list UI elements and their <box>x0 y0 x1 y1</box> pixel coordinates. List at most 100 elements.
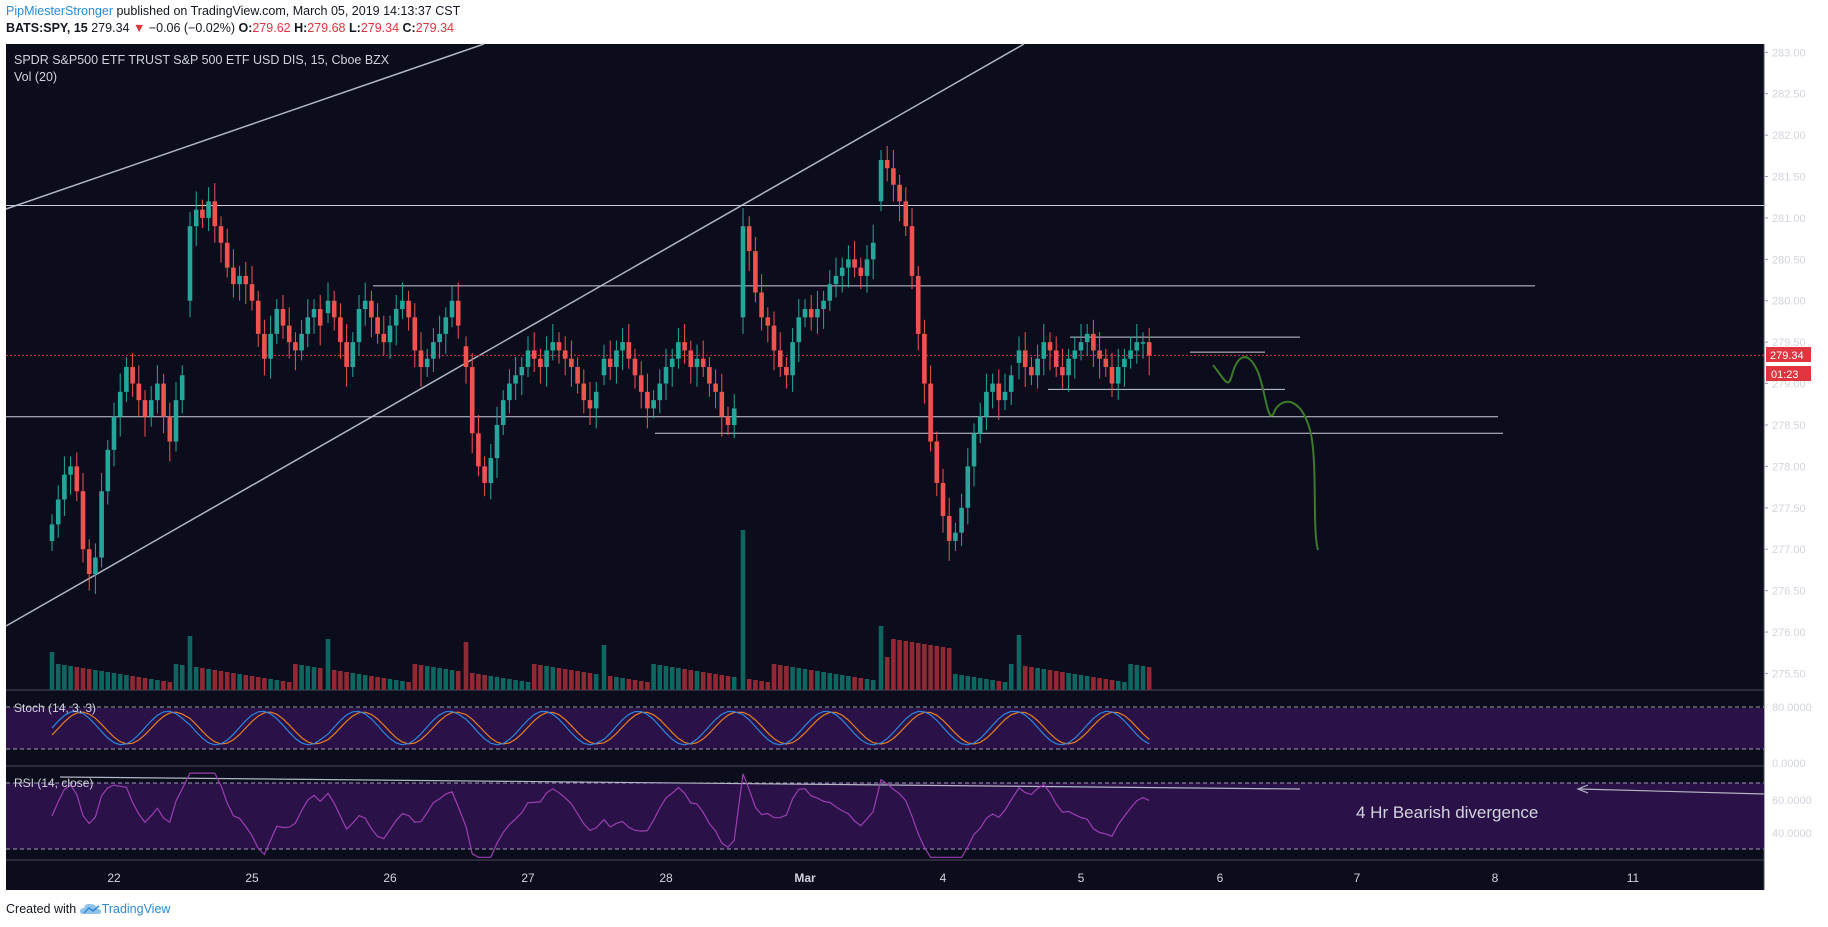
stoch-tick-label: 0.0000 <box>1772 758 1806 770</box>
candle-down <box>136 383 142 401</box>
volume-bar <box>455 671 461 690</box>
price-tick-label: 278.50 <box>1772 420 1806 432</box>
candle-up <box>105 449 111 492</box>
candle-up <box>802 309 808 318</box>
candle-down <box>632 358 638 376</box>
arrow-head-icon <box>1576 784 1589 794</box>
candle-down <box>317 309 323 326</box>
volume-bar <box>614 677 619 690</box>
volume-bar <box>1140 666 1146 690</box>
volume-bar <box>1022 666 1028 690</box>
candle-up <box>393 309 399 326</box>
volume-bar <box>790 667 795 690</box>
volume-bar <box>928 645 933 690</box>
volume-bar <box>784 666 789 690</box>
candle-down <box>891 168 896 185</box>
legend-rsi: RSI (14, close) <box>14 776 93 790</box>
candle-down <box>224 242 230 268</box>
volume-bar <box>124 675 129 690</box>
volume-bar <box>311 667 317 690</box>
volume-bar <box>68 666 73 690</box>
volume-bar <box>884 657 890 690</box>
candle-down <box>262 333 267 359</box>
volume-bar <box>740 530 746 690</box>
candle-up <box>173 400 179 442</box>
author-link[interactable]: PipMiesterStronger <box>6 4 113 18</box>
candle-up <box>1002 391 1008 401</box>
time-axis-label: 22 <box>107 871 121 885</box>
symbol-header: BATS:SPY, 15 279.34 ▼ −0.06 (−0.02%) O:2… <box>6 21 454 35</box>
volume-bar <box>1060 672 1065 690</box>
volume-bar <box>759 681 764 690</box>
candle-up <box>350 342 356 367</box>
volume-bar <box>280 681 286 690</box>
volume-bar <box>601 645 607 690</box>
candle-down <box>381 333 387 343</box>
volume-bar <box>424 666 430 690</box>
volume-bar <box>93 670 98 690</box>
candle-up <box>878 159 884 202</box>
upper-channel-line <box>5 43 485 210</box>
volume-bar <box>431 667 436 690</box>
volume-bar <box>922 644 927 690</box>
candle-up <box>827 284 833 301</box>
candle-down <box>922 333 927 384</box>
candle-up <box>953 532 958 541</box>
price-tick-label: 281.50 <box>1772 172 1806 184</box>
candle-up <box>99 491 104 558</box>
rsi-divergence-arrow-line <box>1579 788 1765 795</box>
volume-bar <box>331 670 337 690</box>
divergence-annotation: 4 Hr Bearish divergence <box>1356 803 1538 822</box>
volume-bar <box>587 673 593 690</box>
candle-down <box>1109 367 1115 384</box>
rsi-divergence-line <box>59 776 1301 790</box>
volume-bar <box>317 668 323 690</box>
volume-bar <box>903 641 909 690</box>
volume-bar <box>381 678 387 690</box>
volume-bar <box>977 678 983 690</box>
lower-channel-line <box>5 43 1025 627</box>
volume-bar <box>1103 679 1109 690</box>
candle-down <box>331 300 337 318</box>
candle-down <box>700 358 706 367</box>
candle-up <box>443 317 449 334</box>
candle-up <box>864 259 870 276</box>
volume-bar <box>1146 667 1152 690</box>
candle-up <box>846 259 851 268</box>
volume-bar <box>669 667 675 690</box>
volume-bar <box>638 681 644 690</box>
candle-up <box>676 342 681 359</box>
volume-bar <box>626 679 632 690</box>
volume-bar <box>1066 673 1071 690</box>
candle-up <box>990 383 995 392</box>
volume-bar <box>657 665 663 690</box>
candle-up <box>400 300 405 310</box>
volume-bar <box>1115 681 1121 690</box>
symbol-label: BATS:SPY, 15 <box>6 21 88 35</box>
publish-header: PipMiesterStronger published on TradingV… <box>6 4 460 18</box>
volume-bar <box>55 664 61 690</box>
candle-down <box>476 433 481 467</box>
tradingview-link[interactable]: TradingView <box>101 902 171 916</box>
candle-up <box>179 375 185 401</box>
volume-bar <box>909 642 915 690</box>
price-tick-label: 275.50 <box>1772 668 1806 680</box>
volume-bar <box>212 670 218 690</box>
candle-down <box>80 491 86 550</box>
candle-up <box>431 342 436 359</box>
volume-bar <box>463 642 469 690</box>
volume-bar <box>142 678 148 690</box>
price-tick-label: 279.00 <box>1772 379 1806 391</box>
volume-bar <box>808 670 814 690</box>
volume-bar <box>1091 677 1096 690</box>
volume-bar <box>707 673 712 690</box>
candle-down <box>746 226 752 252</box>
volume-bar <box>815 671 820 690</box>
volume-bar <box>878 626 884 690</box>
price-tick-label: 276.50 <box>1772 586 1806 598</box>
volume-bar <box>305 666 311 690</box>
candle-up <box>1016 350 1022 363</box>
candle-up <box>1041 342 1047 359</box>
volume-bar <box>1134 665 1140 690</box>
